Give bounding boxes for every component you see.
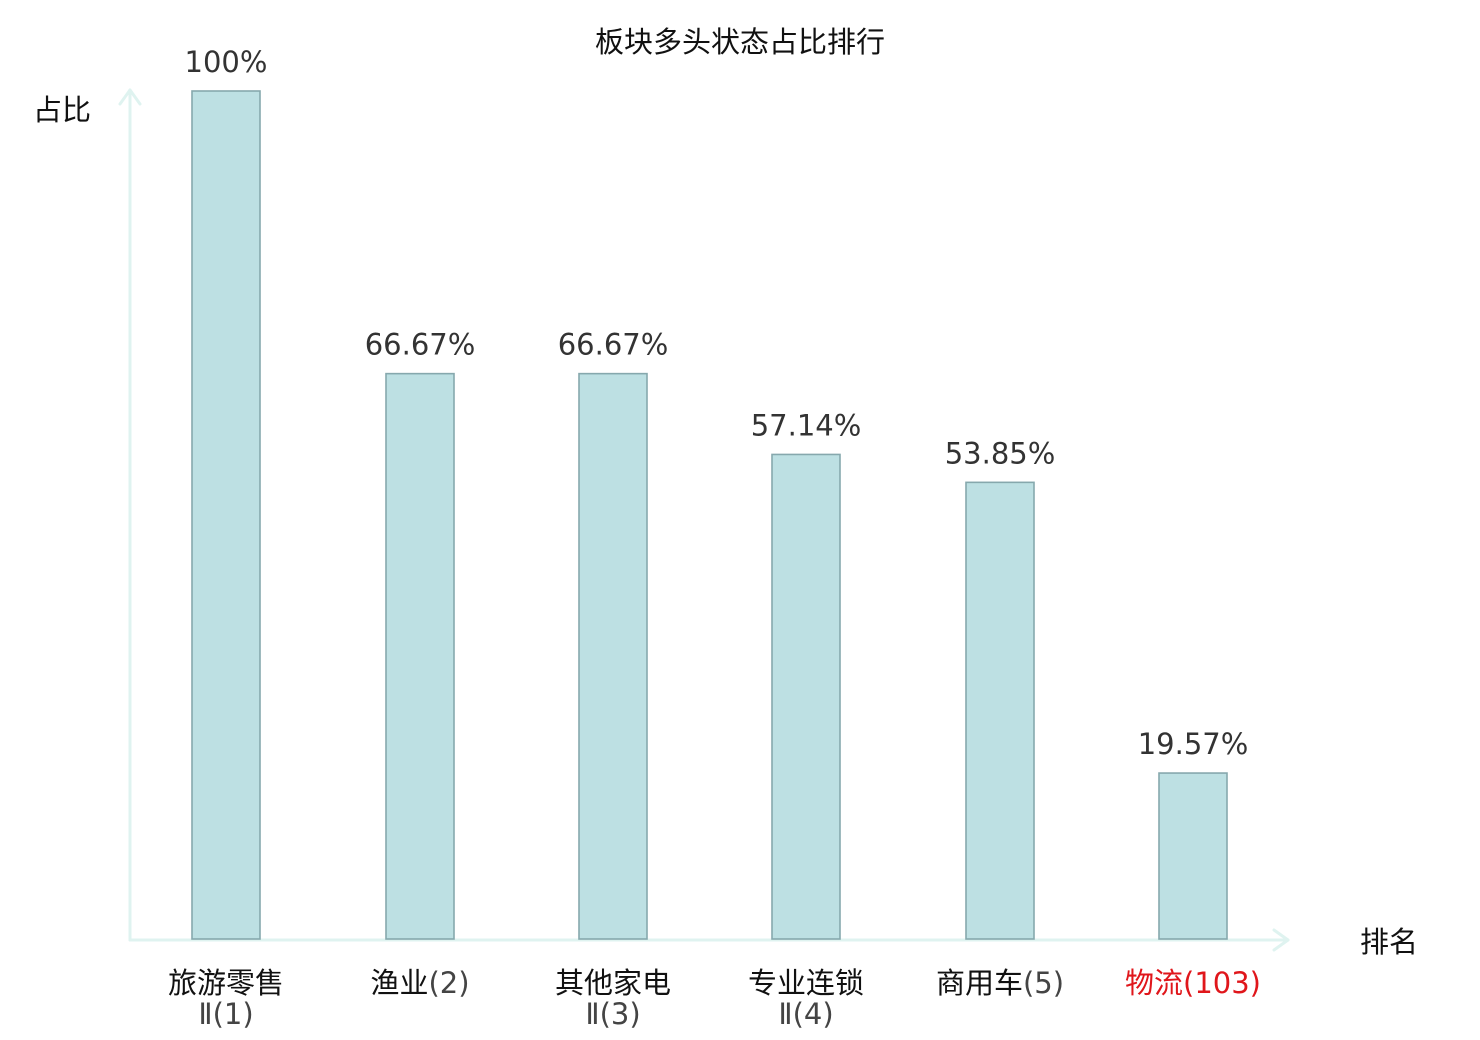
bar (385, 372, 455, 940)
category-label-rank: Ⅱ(3) (585, 997, 640, 1031)
bar (578, 372, 648, 940)
bar-value-label: 100% (185, 45, 268, 79)
category-label: 旅游零售 (168, 966, 284, 1000)
bar-value-label: 66.67% (558, 328, 669, 362)
category-label: 其他家电 (555, 966, 671, 1000)
category-label: 渔业(2) (370, 966, 469, 1000)
category-label-rank: Ⅱ(1) (198, 997, 253, 1031)
bar-value-label: 57.14% (751, 408, 862, 442)
category-rank: (5) (1023, 966, 1064, 1000)
bar (965, 481, 1035, 940)
category-label: 专业连锁 (748, 966, 864, 1000)
bar-value-label: 66.67% (365, 328, 476, 362)
chart-title: 板块多头状态占比排行 (595, 25, 885, 59)
category-rank: (103) (1183, 966, 1261, 1000)
x-axis-arrow-icon (1272, 928, 1290, 952)
bar-value-label: 19.57% (1138, 727, 1249, 761)
y-axis-label: 占比 (33, 93, 91, 127)
bar (1158, 772, 1228, 940)
x-axis-label: 排名 (1360, 925, 1418, 959)
bar-value-label: 53.85% (945, 436, 1056, 470)
category-label: 商用车(5) (936, 966, 1064, 1000)
bar (771, 453, 841, 940)
bar (191, 90, 261, 940)
category-label: 物流(103) (1125, 966, 1261, 1000)
category-rank: (2) (428, 966, 469, 1000)
category-label-rank: Ⅱ(4) (778, 997, 833, 1031)
